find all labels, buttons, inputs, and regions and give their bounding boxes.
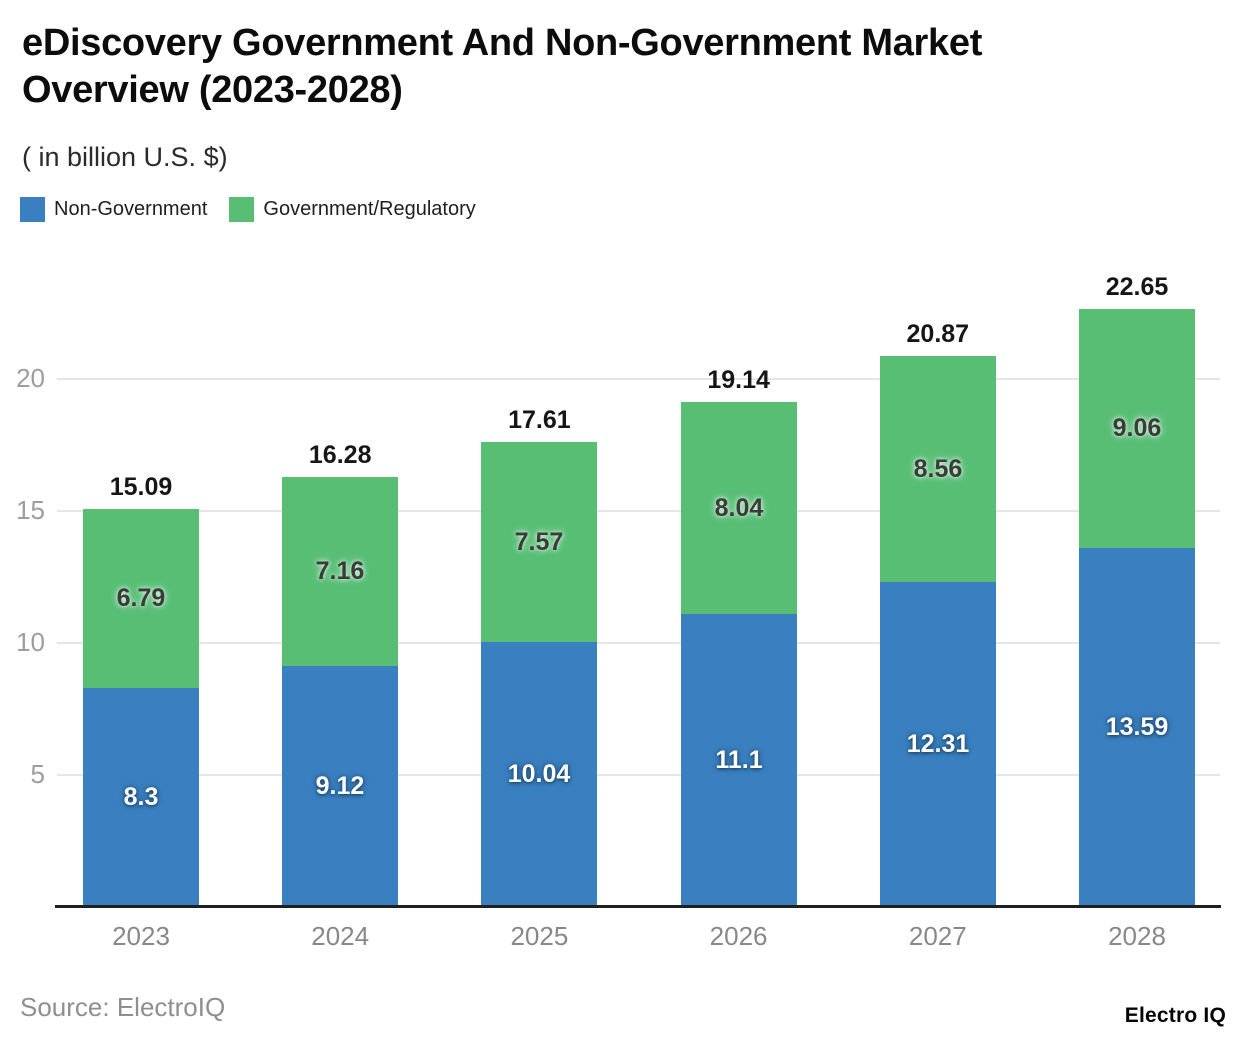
bar-segment-non-government: 9.12: [282, 666, 398, 907]
y-tick-label: 15: [16, 494, 45, 525]
segment-value-label: 7.57: [514, 527, 564, 556]
total-value-label: 17.61: [508, 406, 571, 434]
bar-segment-non-government: 10.04: [481, 642, 597, 907]
bar-segment-non-government: 13.59: [1079, 548, 1195, 907]
x-tick-label: 2023: [112, 921, 170, 951]
y-tick-label: 20: [16, 362, 45, 393]
x-tick-label: 2026: [709, 921, 768, 951]
legend: Non-Government Government/Regulatory: [20, 197, 476, 222]
total-value-label: 20.87: [906, 320, 970, 348]
segment-value-label: 7.16: [315, 557, 365, 585]
bar-segment-government: 7.16: [282, 477, 398, 666]
x-tick-label: 2028: [1108, 921, 1166, 951]
legend-label-non-government: Non-Government: [54, 198, 208, 220]
bar-segment-non-government: 11.1: [681, 614, 797, 907]
x-tick-label: 2024: [311, 921, 370, 951]
brand-logo: Electro IQ: [1124, 1004, 1226, 1027]
total-value-label: 16.28: [308, 441, 372, 469]
segment-value-label: 10.04: [507, 760, 571, 788]
gridline: [57, 509, 1220, 512]
bar-segment-non-government: 8.3: [83, 688, 199, 907]
bar-segment-government: 8.56: [880, 356, 996, 582]
source-note: Source: ElectroIQ: [20, 992, 226, 1022]
legend-item-non-government: Non-Government: [20, 197, 207, 222]
gridline: [57, 377, 1220, 380]
legend-swatch-government-icon: [229, 197, 255, 222]
total-value-label: 19.14: [707, 366, 770, 394]
legend-label-government: Government/Regulatory: [263, 198, 476, 220]
bar-segment-government: 8.04: [681, 402, 797, 614]
bar-segment-government: 6.79: [83, 509, 199, 688]
segment-value-label: 6.79: [116, 584, 166, 612]
x-tick-label: 2027: [908, 921, 967, 951]
segment-value-label: 12.31: [906, 730, 970, 758]
gridline: [57, 773, 1220, 776]
segment-value-label: 8.04: [714, 493, 764, 522]
total-value-label: 22.65: [1105, 273, 1169, 301]
gridline: [57, 641, 1220, 644]
segment-value-label: 9.12: [315, 772, 365, 800]
chart-title: eDiscovery Government And Non-Government…: [22, 22, 983, 111]
total-value-label: 15.09: [109, 473, 173, 501]
bar-segment-government: 7.57: [481, 442, 597, 642]
segment-value-label: 8.3: [123, 783, 159, 811]
segment-value-label: 8.56: [913, 454, 963, 483]
x-tick-label: 2025: [510, 921, 569, 951]
segment-value-label: 11.1: [715, 746, 763, 774]
y-tick-label: 10: [16, 626, 45, 657]
legend-item-government: Government/Regulatory: [229, 197, 476, 222]
chart-subtitle: ( in billion U.S. $): [22, 142, 228, 172]
bar-segment-non-government: 12.31: [880, 582, 996, 907]
x-axis-line: [55, 905, 1221, 908]
segment-value-label: 13.59: [1105, 713, 1169, 741]
legend-swatch-non-government-icon: [20, 197, 45, 222]
bar-segment-government: 9.06: [1079, 309, 1195, 548]
y-tick-label: 5: [30, 758, 45, 789]
segment-value-label: 9.06: [1112, 414, 1162, 442]
